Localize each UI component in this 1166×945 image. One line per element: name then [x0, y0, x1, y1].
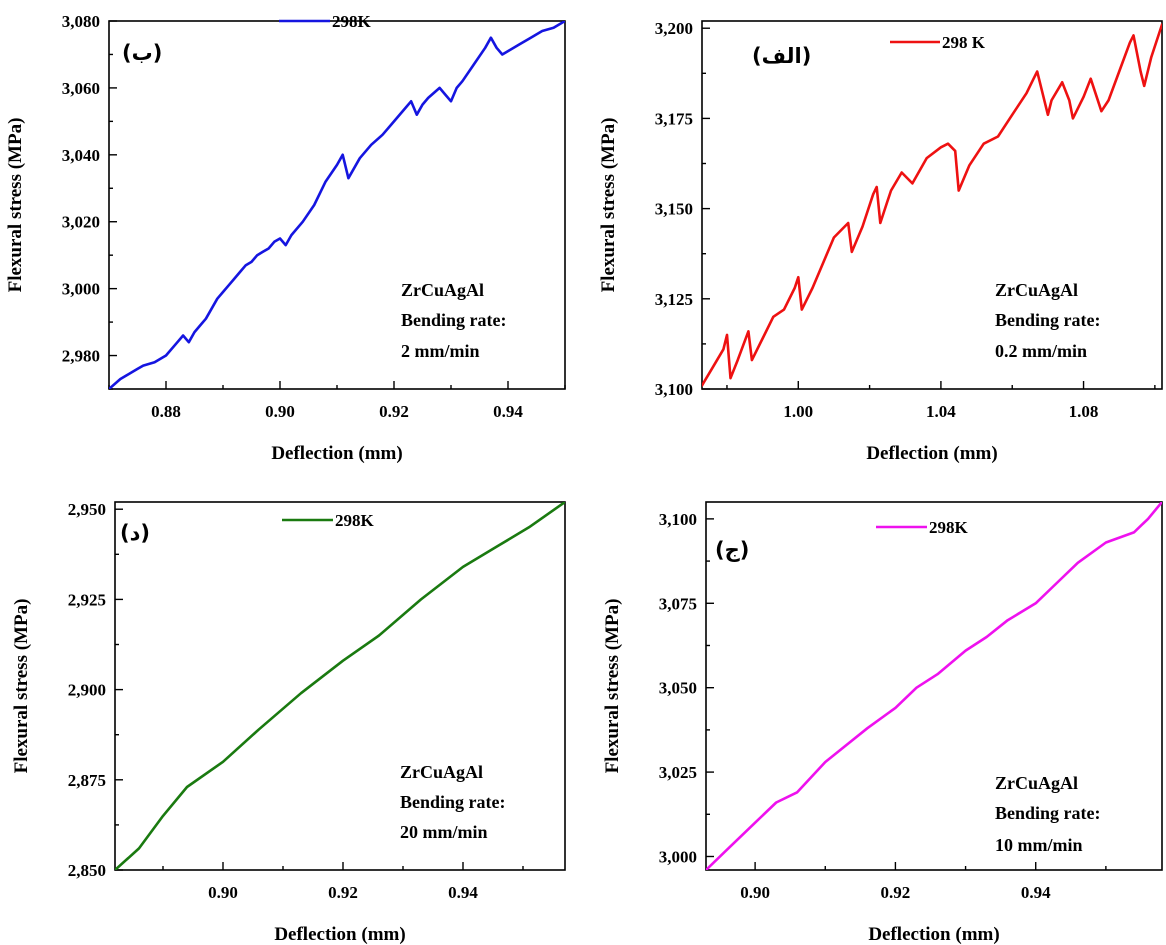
x-tick-label: 1.08 [1069, 402, 1099, 421]
y-tick-label: 3,060 [62, 79, 100, 98]
x-tick-label: 0.88 [151, 402, 181, 421]
series-line [702, 23, 1162, 387]
annotation-rate-label: Bending rate: [995, 803, 1101, 823]
y-tick-label: 2,875 [68, 771, 106, 790]
y-tick-label: 2,980 [62, 347, 100, 366]
y-tick-label: 3,050 [659, 679, 697, 698]
x-axis-title: Deflection (mm) [866, 443, 997, 464]
annotation-rate-label: Bending rate: [995, 310, 1101, 330]
series-line [109, 21, 565, 389]
series-line [706, 502, 1162, 870]
x-tick-label: 0.90 [265, 402, 295, 421]
x-tick-label: 0.94 [1021, 883, 1051, 902]
x-tick-label: 0.90 [740, 883, 770, 902]
legend-label: 298K [335, 511, 375, 530]
y-tick-label: 3,075 [659, 594, 697, 613]
y-tick-label: 3,175 [655, 109, 693, 128]
x-tick-label: 0.94 [493, 402, 523, 421]
y-tick-label: 2,925 [68, 590, 106, 609]
y-tick-label: 2,900 [68, 681, 106, 700]
x-axis-title: Deflection (mm) [868, 924, 999, 945]
x-axis-title: Deflection (mm) [274, 924, 405, 945]
legend-label: 298 K [942, 33, 986, 52]
chart-panel-bottom-left: 0.90 0.92 0.94 2,850 2,875 2,900 2,925 2,950 Def… [11, 500, 566, 945]
plot-frame [701, 20, 1163, 390]
panel-label: (ب) [122, 41, 162, 65]
y-axis-title: Flexural stress (MPa) [598, 118, 619, 293]
y-tick-label: 3,150 [655, 200, 693, 219]
x-tick-label: 0.94 [448, 883, 478, 902]
legend-label: 298K [929, 518, 969, 537]
y-axis-title: Flexural stress (MPa) [602, 599, 623, 774]
y-tick-label: 3,100 [659, 510, 697, 529]
chart-panel-top-right: 1.00 1.04 1.08 3,100 3,125 3,150 3,175 3,200 Def… [598, 19, 1163, 464]
annotation-material: ZrCuAgAl [995, 773, 1078, 793]
x-tick-label: 1.00 [783, 402, 813, 421]
plot-frame [108, 20, 566, 390]
plot-frame [114, 501, 566, 871]
y-tick-label: 3,000 [659, 847, 697, 866]
y-tick-label: 3,200 [655, 19, 693, 38]
y-axis-title: Flexural stress (MPa) [5, 118, 26, 293]
annotation-material: ZrCuAgAl [400, 762, 483, 782]
y-tick-label: 3,040 [62, 146, 100, 165]
y-tick-label: 2,950 [68, 500, 106, 519]
annotation-rate-value: 10 mm/min [995, 835, 1083, 855]
x-tick-label: 1.04 [926, 402, 956, 421]
y-axis-title: Flexural stress (MPa) [11, 599, 32, 774]
plot-frame [705, 501, 1163, 871]
y-tick-label: 3,025 [659, 763, 697, 782]
series-line [115, 502, 565, 870]
annotation-rate-value: 0.2 mm/min [995, 341, 1087, 361]
annotation-material: ZrCuAgAl [401, 280, 484, 300]
chart-panel-top-left: 0.88 0.90 0.92 0.94 2,980 3,000 3,020 3,040 3,06… [5, 12, 566, 464]
x-axis-title: Deflection (mm) [271, 443, 402, 464]
y-tick-label: 3,125 [655, 290, 693, 309]
y-tick-label: 3,020 [62, 213, 100, 232]
annotation-rate-value: 2 mm/min [401, 341, 480, 361]
panel-label: (ج) [715, 538, 749, 563]
legend-label: 298K [332, 12, 372, 31]
x-tick-label: 0.92 [881, 883, 911, 902]
annotation-rate-label: Bending rate: [400, 792, 506, 812]
annotation-rate-value: 20 mm/min [400, 822, 488, 842]
annotation-material: ZrCuAgAl [995, 280, 1078, 300]
y-tick-label: 3,000 [62, 280, 100, 299]
x-tick-label: 0.90 [208, 883, 238, 902]
x-tick-label: 0.92 [328, 883, 358, 902]
y-tick-label: 3,080 [62, 12, 100, 31]
y-tick-label: 2,850 [68, 861, 106, 880]
y-tick-label: 3,100 [655, 380, 693, 399]
annotation-rate-label: Bending rate: [401, 310, 507, 330]
chart-panel-bottom-right: 0.90 0.92 0.94 3,000 3,025 3,050 3,075 3,100 Def… [602, 501, 1163, 945]
panel-label: (د) [120, 521, 150, 545]
x-tick-label: 0.92 [379, 402, 409, 421]
panel-label: (الف) [752, 44, 811, 68]
